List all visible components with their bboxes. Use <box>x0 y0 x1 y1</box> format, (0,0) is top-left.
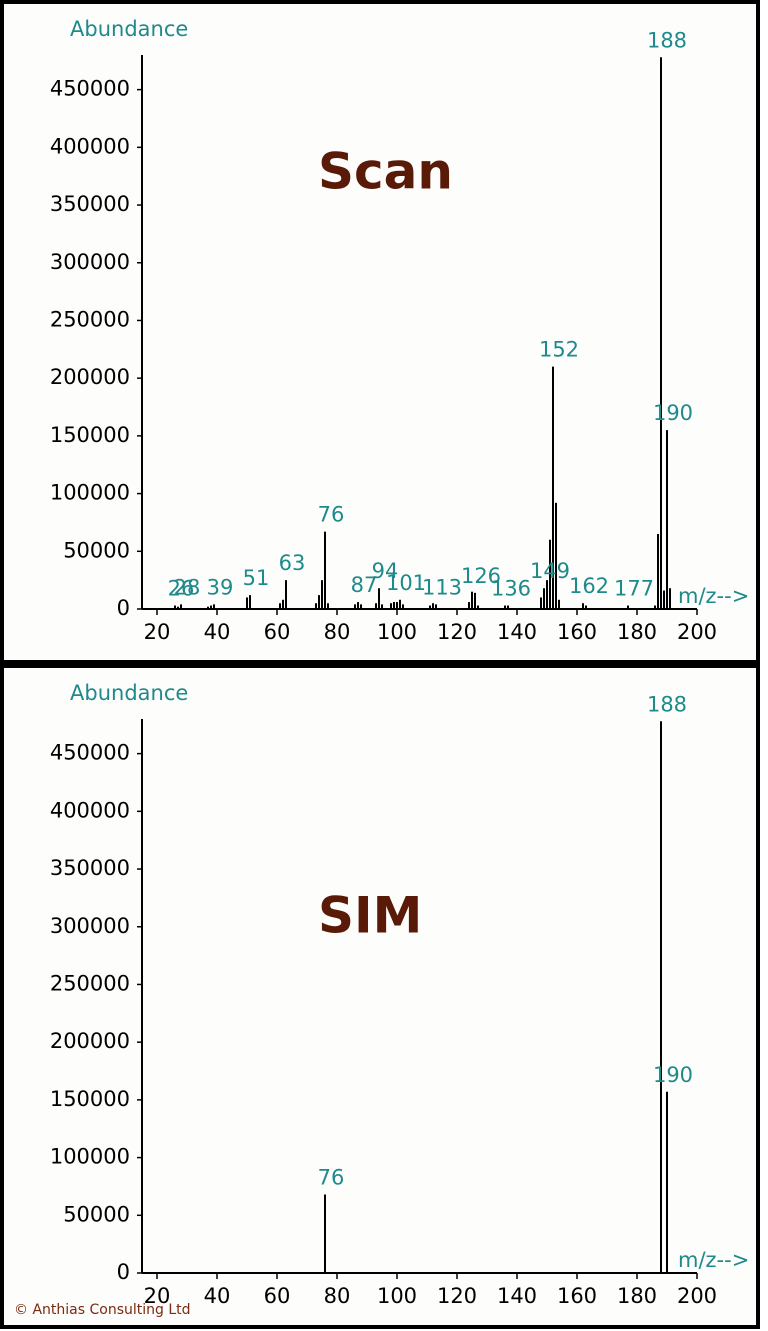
peak-label: 190 <box>653 1063 693 1087</box>
peak-label: 152 <box>539 338 579 362</box>
x-tick-label: 140 <box>497 620 537 644</box>
y-tick-label: 400000 <box>50 134 130 158</box>
y-tick-label: 450000 <box>50 741 130 765</box>
x-tick-label: 120 <box>437 1284 477 1308</box>
y-tick-label: 300000 <box>50 914 130 938</box>
peak-label: 76 <box>318 1166 345 1190</box>
y-tick-label: 100000 <box>50 481 130 505</box>
peak-label: 94 <box>372 559 399 583</box>
y-tick-label: 0 <box>117 596 130 620</box>
x-tick-label: 20 <box>144 620 171 644</box>
y-axis-label: Abundance <box>70 17 188 41</box>
y-tick-label: 400000 <box>50 798 130 822</box>
peak-label: 188 <box>647 692 687 716</box>
y-tick-label: 150000 <box>50 1087 130 1111</box>
peak-label: 177 <box>614 577 654 601</box>
peak-label: 113 <box>422 575 462 599</box>
chart-title: Scan <box>318 143 453 201</box>
panel-frame <box>0 0 760 664</box>
x-tick-label: 40 <box>204 1284 231 1308</box>
peak-label: 28 <box>174 575 201 599</box>
x-tick-label: 40 <box>204 620 231 644</box>
chart-title: SIM <box>318 887 422 945</box>
y-axis-label: Abundance <box>70 681 188 705</box>
peak-label: 136 <box>491 577 531 601</box>
peak-label: 101 <box>386 571 426 595</box>
x-axis-label: m/z--> <box>678 1248 749 1272</box>
peak-label: 162 <box>569 574 609 598</box>
x-tick-label: 140 <box>497 1284 537 1308</box>
peak-label: 39 <box>207 575 234 599</box>
y-tick-label: 0 <box>117 1260 130 1284</box>
x-tick-label: 180 <box>617 620 657 644</box>
credit: © Anthias Consulting Ltd <box>14 1302 191 1318</box>
peak-label: 63 <box>279 551 306 575</box>
peak-label: 87 <box>351 573 378 597</box>
x-tick-label: 20 <box>144 1284 171 1308</box>
x-axis-label: m/z--> <box>678 584 749 608</box>
y-tick-label: 350000 <box>50 856 130 880</box>
peak-label: 126 <box>461 564 501 588</box>
x-tick-label: 160 <box>557 1284 597 1308</box>
y-tick-label: 150000 <box>50 423 130 447</box>
peak-label: 51 <box>243 566 270 590</box>
y-tick-label: 200000 <box>50 365 130 389</box>
x-tick-label: 200 <box>677 620 717 644</box>
y-tick-label: 350000 <box>50 192 130 216</box>
y-tick-label: 250000 <box>50 307 130 331</box>
x-tick-label: 180 <box>617 1284 657 1308</box>
x-tick-label: 120 <box>437 620 477 644</box>
x-tick-label: 80 <box>324 1284 351 1308</box>
y-tick-label: 450000 <box>50 77 130 101</box>
peak-label: 76 <box>318 503 345 527</box>
y-tick-label: 50000 <box>63 538 130 562</box>
x-tick-label: 200 <box>677 1284 717 1308</box>
y-tick-label: 300000 <box>50 250 130 274</box>
peak-label: 149 <box>530 559 570 583</box>
peak-label: 188 <box>647 28 687 52</box>
x-tick-label: 60 <box>264 1284 291 1308</box>
y-tick-label: 250000 <box>50 971 130 995</box>
y-tick-label: 50000 <box>63 1202 130 1226</box>
peak-label: 190 <box>653 401 693 425</box>
x-tick-label: 60 <box>264 620 291 644</box>
panel-frame <box>0 664 760 1329</box>
peak-label: 26 <box>168 577 195 601</box>
y-tick-label: 100000 <box>50 1145 130 1169</box>
x-tick-label: 160 <box>557 620 597 644</box>
x-tick-label: 100 <box>377 1284 417 1308</box>
x-tick-label: 80 <box>324 620 351 644</box>
x-tick-label: 100 <box>377 620 417 644</box>
y-tick-label: 200000 <box>50 1029 130 1053</box>
